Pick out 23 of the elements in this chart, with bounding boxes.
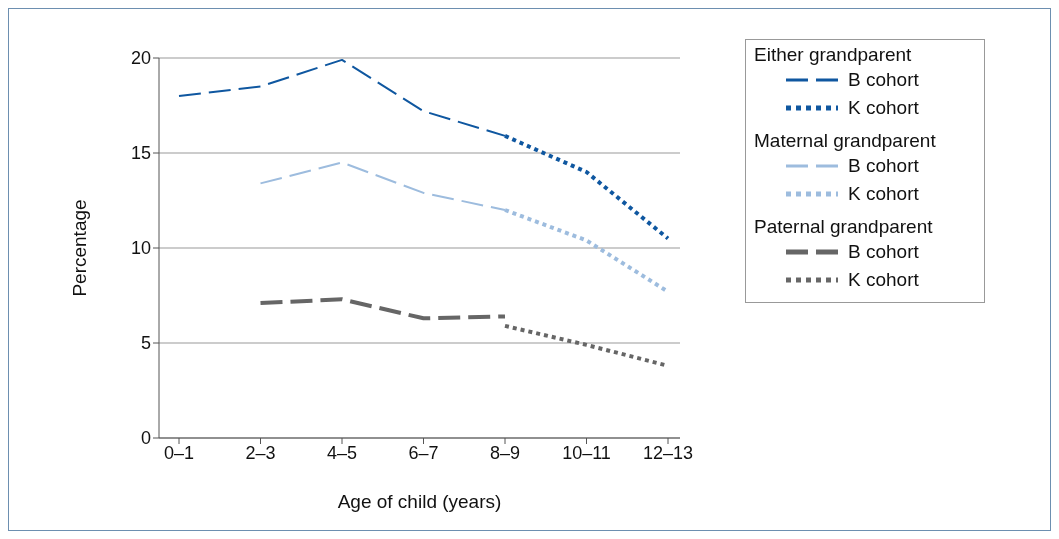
y-tick-label: 15 xyxy=(130,143,151,164)
legend-label: B cohort xyxy=(848,69,919,91)
x-tick-label: 0–1 xyxy=(163,442,195,463)
x-tick-label: 10–11 xyxy=(562,442,611,463)
legend-label: K cohort xyxy=(848,269,919,291)
y-tick-label: 20 xyxy=(130,48,151,69)
x-tick-label: 12–13 xyxy=(642,442,694,463)
y-axis-title: Percentage xyxy=(68,199,90,297)
x-tick-label: 8–9 xyxy=(489,442,521,463)
text: Maternal grandparent xyxy=(754,130,937,152)
x-tick-label: 4–5 xyxy=(326,442,358,463)
legend-label: K cohort xyxy=(848,97,919,119)
legend-label: K cohort xyxy=(848,183,919,205)
text: Either grandparent xyxy=(754,44,913,66)
x-tick-label: 2–3 xyxy=(245,442,276,463)
text: Paternal grandparent xyxy=(754,216,934,238)
y-tick-label: 5 xyxy=(140,333,151,354)
y-tick-label: 10 xyxy=(130,238,151,259)
x-axis-title: Age of child (years) xyxy=(337,491,502,512)
x-tick-label: 6–7 xyxy=(408,442,439,463)
legend-label: B cohort xyxy=(848,241,919,263)
y-tick-label: 0 xyxy=(140,428,151,449)
legend-label: B cohort xyxy=(848,155,919,177)
